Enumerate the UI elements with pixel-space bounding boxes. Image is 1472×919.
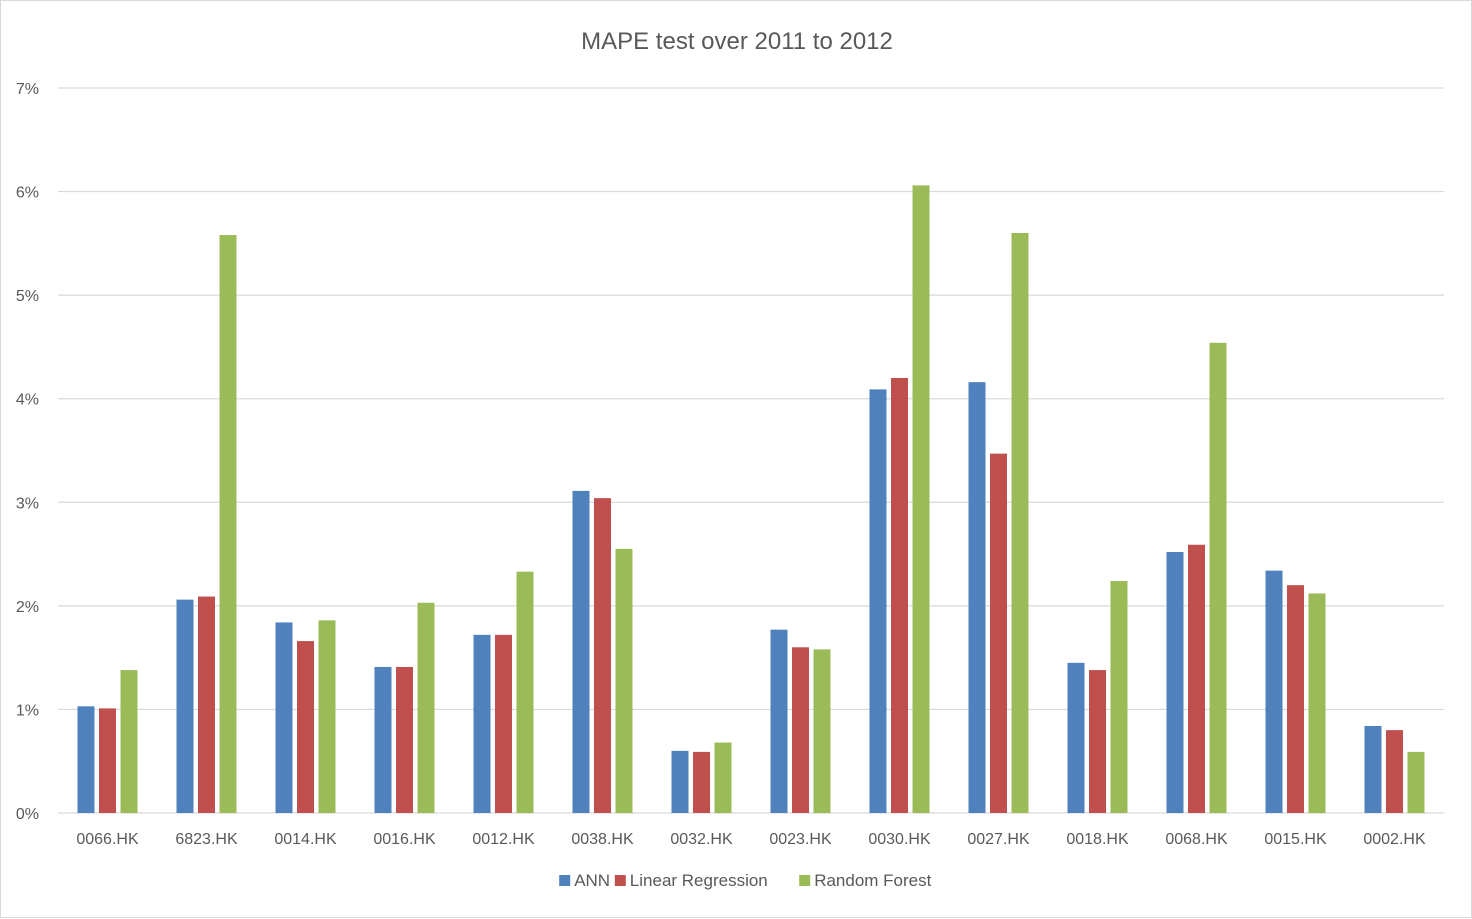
bar-random-forest-0018-hk: [1110, 581, 1128, 813]
chart-title: MAPE test over 2011 to 2012: [581, 28, 893, 55]
y-tick-label: 7%: [16, 81, 39, 98]
legend: ANN Linear Regression Random Forest: [559, 871, 932, 890]
x-tick-label: 0012.HK: [472, 831, 535, 848]
y-tick-label: 6%: [16, 185, 39, 202]
legend-swatch: [799, 875, 811, 886]
x-tick-label: 0032.HK: [670, 831, 733, 848]
legend-label: ANN: [574, 871, 610, 890]
bar-random-forest-0014-hk: [318, 620, 336, 813]
bar-ann-0018-hk: [1067, 662, 1085, 813]
bar-ann-0030-hk: [869, 389, 887, 813]
bar-random-forest-0038-hk: [615, 548, 633, 813]
bar-random-forest-0016-hk: [417, 602, 435, 813]
bar-ann-0032-hk: [671, 750, 689, 813]
x-tick-label: 0015.HK: [1264, 831, 1327, 848]
y-tick-label: 3%: [16, 495, 39, 512]
bar-linear-regression-0015-hk: [1287, 585, 1304, 813]
legend-label: Random Forest: [814, 871, 931, 890]
bar-linear-regression-0032-hk: [693, 751, 710, 813]
bar-random-forest-0015-hk: [1308, 593, 1326, 813]
bar-linear-regression-0027-hk: [990, 453, 1007, 813]
x-tick-label: 0016.HK: [373, 831, 436, 848]
bar-random-forest-0027-hk: [1011, 233, 1029, 813]
bar-linear-regression-0038-hk: [594, 498, 611, 813]
legend-swatch: [559, 875, 571, 886]
bar-ann-0016-hk: [374, 666, 392, 813]
bar-linear-regression-0012-hk: [495, 634, 512, 813]
bar-ann-0027-hk: [968, 382, 986, 813]
bar-linear-regression-0002-hk: [1386, 730, 1403, 813]
bar-ann-0068-hk: [1166, 552, 1184, 813]
bar-random-forest-6823-hk: [219, 235, 237, 814]
x-tick-label: 0018.HK: [1066, 831, 1129, 848]
x-tick-label: 0066.HK: [76, 831, 139, 848]
legend-label: Linear Regression: [630, 871, 768, 890]
bar-ann-6823-hk: [176, 599, 194, 813]
x-tick-label: 0038.HK: [571, 831, 634, 848]
bar-ann-0012-hk: [473, 634, 491, 813]
y-tick-label: 4%: [16, 392, 39, 409]
bar-ann-0038-hk: [572, 490, 590, 813]
x-tick-label: 0002.HK: [1363, 831, 1426, 848]
gridlines: [58, 87, 1444, 814]
y-axis-ticks: 0% 1% 2% 3% 4% 5% 6% 7%: [16, 81, 39, 823]
y-tick-label: 0%: [16, 806, 39, 823]
bar-random-forest-0068-hk: [1209, 342, 1227, 813]
bar-linear-regression-6823-hk: [198, 596, 215, 813]
y-tick-label: 1%: [16, 702, 39, 719]
bar-linear-regression-0066-hk: [99, 708, 116, 813]
bar-ann-0023-hk: [770, 629, 788, 813]
y-tick-label: 5%: [16, 288, 39, 305]
bar-ann-0014-hk: [275, 622, 293, 813]
bar-random-forest-0012-hk: [516, 571, 534, 813]
x-tick-label: 0068.HK: [1165, 831, 1228, 848]
bar-ann-0015-hk: [1265, 570, 1283, 813]
bar-linear-regression-0023-hk: [792, 647, 809, 813]
bar-linear-regression-0068-hk: [1188, 544, 1205, 813]
bar-random-forest-0002-hk: [1407, 751, 1425, 813]
bar-random-forest-0030-hk: [912, 185, 930, 813]
x-tick-label: 0023.HK: [769, 831, 832, 848]
bar-linear-regression-0014-hk: [297, 641, 314, 813]
x-axis-ticks: 0066.HK 6823.HK 0014.HK 0016.HK 0012.HK 0038.…: [76, 831, 1426, 848]
bar-random-forest-0023-hk: [813, 649, 831, 813]
bar-ann-0002-hk: [1364, 726, 1382, 813]
legend-swatch: [614, 875, 626, 886]
bar-linear-regression-0016-hk: [396, 666, 413, 813]
bar-random-forest-0066-hk: [120, 670, 138, 813]
x-tick-label: 0014.HK: [274, 831, 337, 848]
bars: [77, 185, 1425, 814]
x-tick-label: 0027.HK: [967, 831, 1030, 848]
bar-ann-0066-hk: [77, 706, 95, 813]
bar-linear-regression-0030-hk: [891, 378, 908, 813]
x-tick-label: 0030.HK: [868, 831, 931, 848]
bar-random-forest-0032-hk: [714, 742, 732, 813]
x-tick-label: 6823.HK: [175, 831, 238, 848]
y-tick-label: 2%: [16, 599, 39, 616]
bar-linear-regression-0018-hk: [1089, 670, 1106, 813]
